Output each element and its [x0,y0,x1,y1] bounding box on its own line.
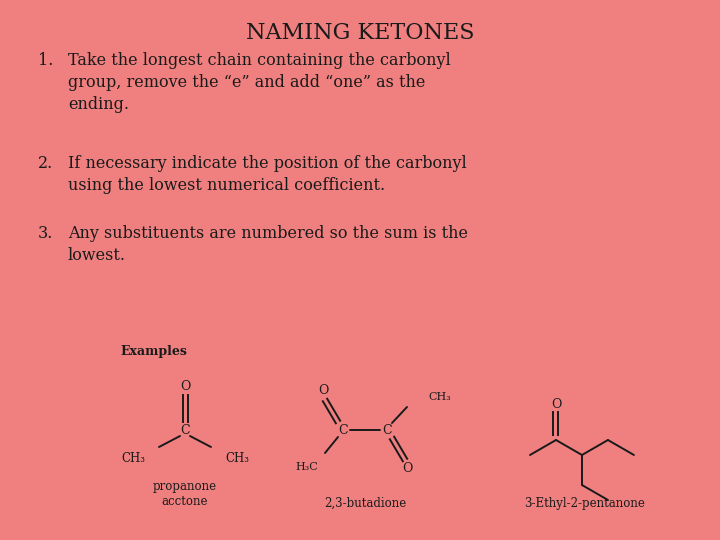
Text: Any substituents are numbered so the sum is the
lowest.: Any substituents are numbered so the sum… [68,225,468,264]
Text: NAMING KETONES: NAMING KETONES [246,22,474,44]
Text: CH₃: CH₃ [428,392,451,402]
Text: 3-Ethyl-2-pentanone: 3-Ethyl-2-pentanone [525,497,645,510]
Text: O: O [180,381,190,394]
Text: O: O [402,462,412,476]
Text: 2,3-butadione: 2,3-butadione [324,497,406,510]
Text: 3.: 3. [38,225,53,242]
Text: Examples: Examples [120,345,187,358]
Text: H₃C: H₃C [296,462,318,472]
Text: 2.: 2. [38,155,53,172]
Text: O: O [318,384,328,397]
Text: propanone
acctone: propanone acctone [153,480,217,508]
Text: CH₃: CH₃ [121,453,145,465]
Text: O: O [551,397,561,410]
Text: 1.: 1. [38,52,53,69]
Text: CH₃: CH₃ [225,453,249,465]
Text: Take the longest chain containing the carbonyl
group, remove the “e” and add “on: Take the longest chain containing the ca… [68,52,451,113]
Text: If necessary indicate the position of the carbonyl
using the lowest numerical co: If necessary indicate the position of th… [68,155,467,194]
Text: C: C [180,423,190,436]
Text: C: C [382,423,392,436]
Text: C: C [338,423,348,436]
